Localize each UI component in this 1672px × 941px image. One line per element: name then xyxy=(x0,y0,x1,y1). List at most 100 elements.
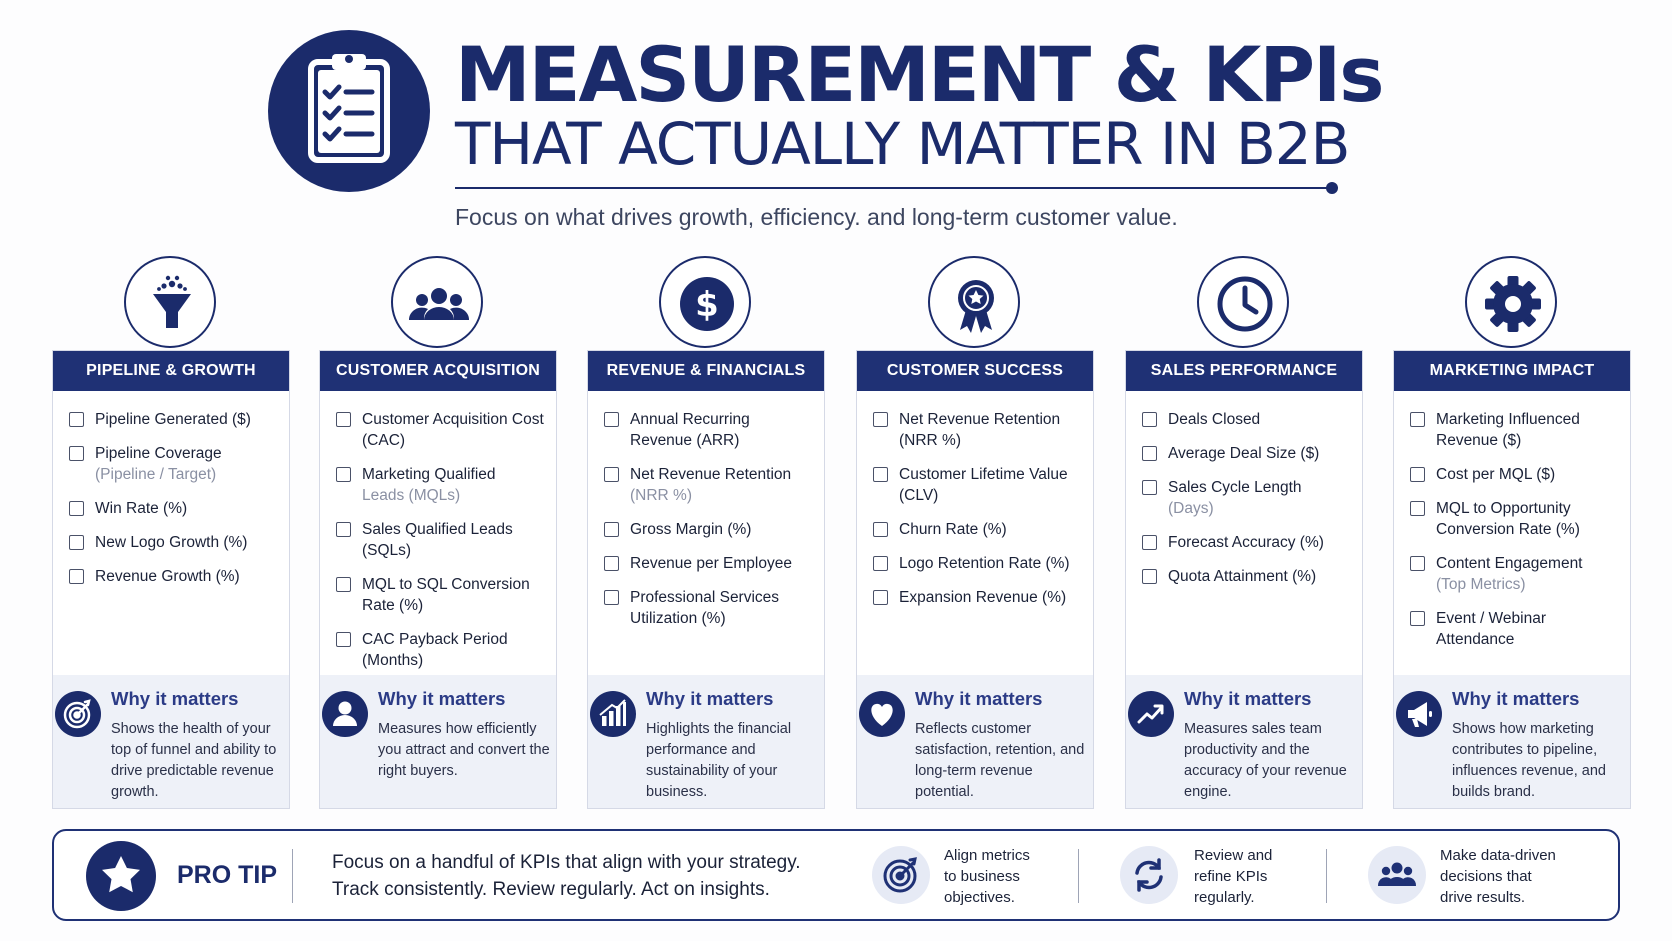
kpi-item[interactable]: New Logo Growth (%) xyxy=(69,532,279,553)
kpi-item[interactable]: Average Deal Size ($) xyxy=(1142,443,1352,464)
checkbox[interactable] xyxy=(336,522,351,537)
kpi-item[interactable]: Content Engagement (Top Metrics) xyxy=(1410,553,1620,595)
bar-chart-icon xyxy=(590,691,636,737)
kpi-item[interactable]: Quota Attainment (%) xyxy=(1142,566,1352,587)
pro-tip-line-1: Focus on a handful of KPIs that align wi… xyxy=(332,852,801,873)
checkbox[interactable] xyxy=(1142,412,1157,427)
kpi-item[interactable]: Revenue Growth (%) xyxy=(69,566,279,587)
kpi-label: Expansion Revenue (%) xyxy=(899,589,1067,606)
kpi-sublabel: Leads (MQLs) xyxy=(362,487,461,504)
checkbox[interactable] xyxy=(604,412,619,427)
kpi-list: Marketing Influenced Revenue ($) Cost pe… xyxy=(1394,391,1630,676)
checkbox[interactable] xyxy=(604,556,619,571)
kpi-item[interactable]: Marketing Qualified Leads (MQLs) xyxy=(336,464,546,506)
kpi-item[interactable]: Net Revenue Retention (NRR %) xyxy=(604,464,814,506)
why-text: Reflects customer satisfaction, retentio… xyxy=(915,721,1085,800)
kpi-label: Event / Webinar Attendance xyxy=(1436,610,1546,648)
kpi-item[interactable]: Deals Closed xyxy=(1142,409,1352,430)
kpi-label: Deals Closed xyxy=(1168,411,1261,428)
kpi-item[interactable]: Revenue per Employee xyxy=(604,553,814,574)
checkbox[interactable] xyxy=(1410,556,1425,571)
kpi-item[interactable]: Net Revenue Retention (NRR %) xyxy=(873,409,1083,451)
divider xyxy=(1326,849,1327,903)
kpi-item[interactable]: Win Rate (%) xyxy=(69,498,279,519)
title-divider xyxy=(455,182,1338,194)
kpi-item[interactable]: Professional Services Utilization (%) xyxy=(604,587,814,629)
dollar-icon: $ xyxy=(659,256,751,348)
pro-tip-line-2: Track consistently. Review regularly. Ac… xyxy=(332,879,770,900)
kpi-card: SALES PERFORMANCE Deals Closed Average D… xyxy=(1125,350,1363,809)
pro-tip-message: Focus on a handful of KPIs that align wi… xyxy=(332,849,801,903)
checkbox[interactable] xyxy=(69,446,84,461)
kpi-item[interactable]: MQL to SQL Conversion Rate (%) xyxy=(336,574,546,616)
kpi-item[interactable]: MQL to Opportunity Conversion Rate (%) xyxy=(1410,498,1620,540)
checkbox[interactable] xyxy=(873,412,888,427)
kpi-item[interactable]: Sales Qualified Leads (SQLs) xyxy=(336,519,546,561)
why-text: Shows the health of your top of funnel a… xyxy=(111,721,277,800)
kpi-item[interactable]: Event / Webinar Attendance xyxy=(1410,608,1620,650)
checkbox[interactable] xyxy=(1142,569,1157,584)
checkbox[interactable] xyxy=(336,632,351,647)
kpi-item[interactable]: Expansion Revenue (%) xyxy=(873,587,1083,608)
checkbox[interactable] xyxy=(69,569,84,584)
checkbox[interactable] xyxy=(1142,446,1157,461)
people-group-icon xyxy=(1368,846,1426,904)
checkbox[interactable] xyxy=(69,501,84,516)
kpi-label: Marketing Influenced Revenue ($) xyxy=(1436,411,1580,449)
why-text: Highlights the financial performance and… xyxy=(646,721,792,800)
checkbox[interactable] xyxy=(604,522,619,537)
kpi-item[interactable]: Sales Cycle Length (Days) xyxy=(1142,477,1352,519)
refresh-icon xyxy=(1120,846,1178,904)
kpi-item[interactable]: Annual Recurring Revenue (ARR) xyxy=(604,409,814,451)
checkbox[interactable] xyxy=(1410,412,1425,427)
kpi-item[interactable]: Cost per MQL ($) xyxy=(1410,464,1620,485)
funnel-icon xyxy=(124,256,216,348)
kpi-sublabel: (Top Metrics) xyxy=(1436,576,1526,593)
why-title: Why it matters xyxy=(1184,688,1312,709)
person-icon xyxy=(322,691,368,737)
checkbox[interactable] xyxy=(1410,501,1425,516)
kpi-label: Marketing Qualified xyxy=(362,466,496,483)
checkbox[interactable] xyxy=(873,590,888,605)
pro-tip-item-align: Align metrics to business objectives. xyxy=(944,845,1030,908)
divider xyxy=(292,849,293,903)
kpi-item[interactable]: Gross Margin (%) xyxy=(604,519,814,540)
why-it-matters-panel: Why it matters Measures sales team produ… xyxy=(1126,675,1362,808)
checkbox[interactable] xyxy=(604,467,619,482)
star-icon xyxy=(86,841,156,911)
kpi-item[interactable]: Pipeline Generated ($) xyxy=(69,409,279,430)
kpi-item[interactable]: Customer Lifetime Value (CLV) xyxy=(873,464,1083,506)
checkbox[interactable] xyxy=(336,577,351,592)
kpi-item[interactable]: Customer Acquisition Cost (CAC) xyxy=(336,409,546,451)
kpi-card: PIPELINE & GROWTH Pipeline Generated ($)… xyxy=(52,350,290,809)
kpi-label: Pipeline Coverage xyxy=(95,445,222,462)
kpi-label: Forecast Accuracy (%) xyxy=(1168,534,1324,551)
kpi-item[interactable]: Pipeline Coverage (Pipeline / Target) xyxy=(69,443,279,485)
checkbox[interactable] xyxy=(1410,611,1425,626)
checkbox[interactable] xyxy=(1142,480,1157,495)
checkbox[interactable] xyxy=(336,412,351,427)
kpi-item[interactable]: Marketing Influenced Revenue ($) xyxy=(1410,409,1620,451)
checkbox[interactable] xyxy=(69,412,84,427)
checkbox[interactable] xyxy=(336,467,351,482)
category-title: PIPELINE & GROWTH xyxy=(53,351,289,391)
why-title: Why it matters xyxy=(646,688,774,709)
kpi-column: MARKETING IMPACT Marketing Influenced Re… xyxy=(1393,256,1631,809)
checkbox[interactable] xyxy=(873,522,888,537)
kpi-item[interactable]: Forecast Accuracy (%) xyxy=(1142,532,1352,553)
kpi-label: Gross Margin (%) xyxy=(630,521,752,538)
checkbox[interactable] xyxy=(604,590,619,605)
kpi-sublabel: (Pipeline / Target) xyxy=(95,466,217,483)
kpi-item[interactable]: Churn Rate (%) xyxy=(873,519,1083,540)
checkbox[interactable] xyxy=(873,556,888,571)
kpi-label: Revenue per Employee xyxy=(630,555,792,572)
checkbox[interactable] xyxy=(873,467,888,482)
kpi-label: Average Deal Size ($) xyxy=(1168,445,1320,462)
checkbox[interactable] xyxy=(1410,467,1425,482)
checkbox[interactable] xyxy=(1142,535,1157,550)
kpi-item[interactable]: Logo Retention Rate (%) xyxy=(873,553,1083,574)
kpi-item[interactable]: CAC Payback Period (Months) xyxy=(336,629,546,671)
checkbox[interactable] xyxy=(69,535,84,550)
kpi-column: CUSTOMER ACQUISITION Customer Acquisitio… xyxy=(319,256,557,809)
kpi-label: Content Engagement xyxy=(1436,555,1583,572)
